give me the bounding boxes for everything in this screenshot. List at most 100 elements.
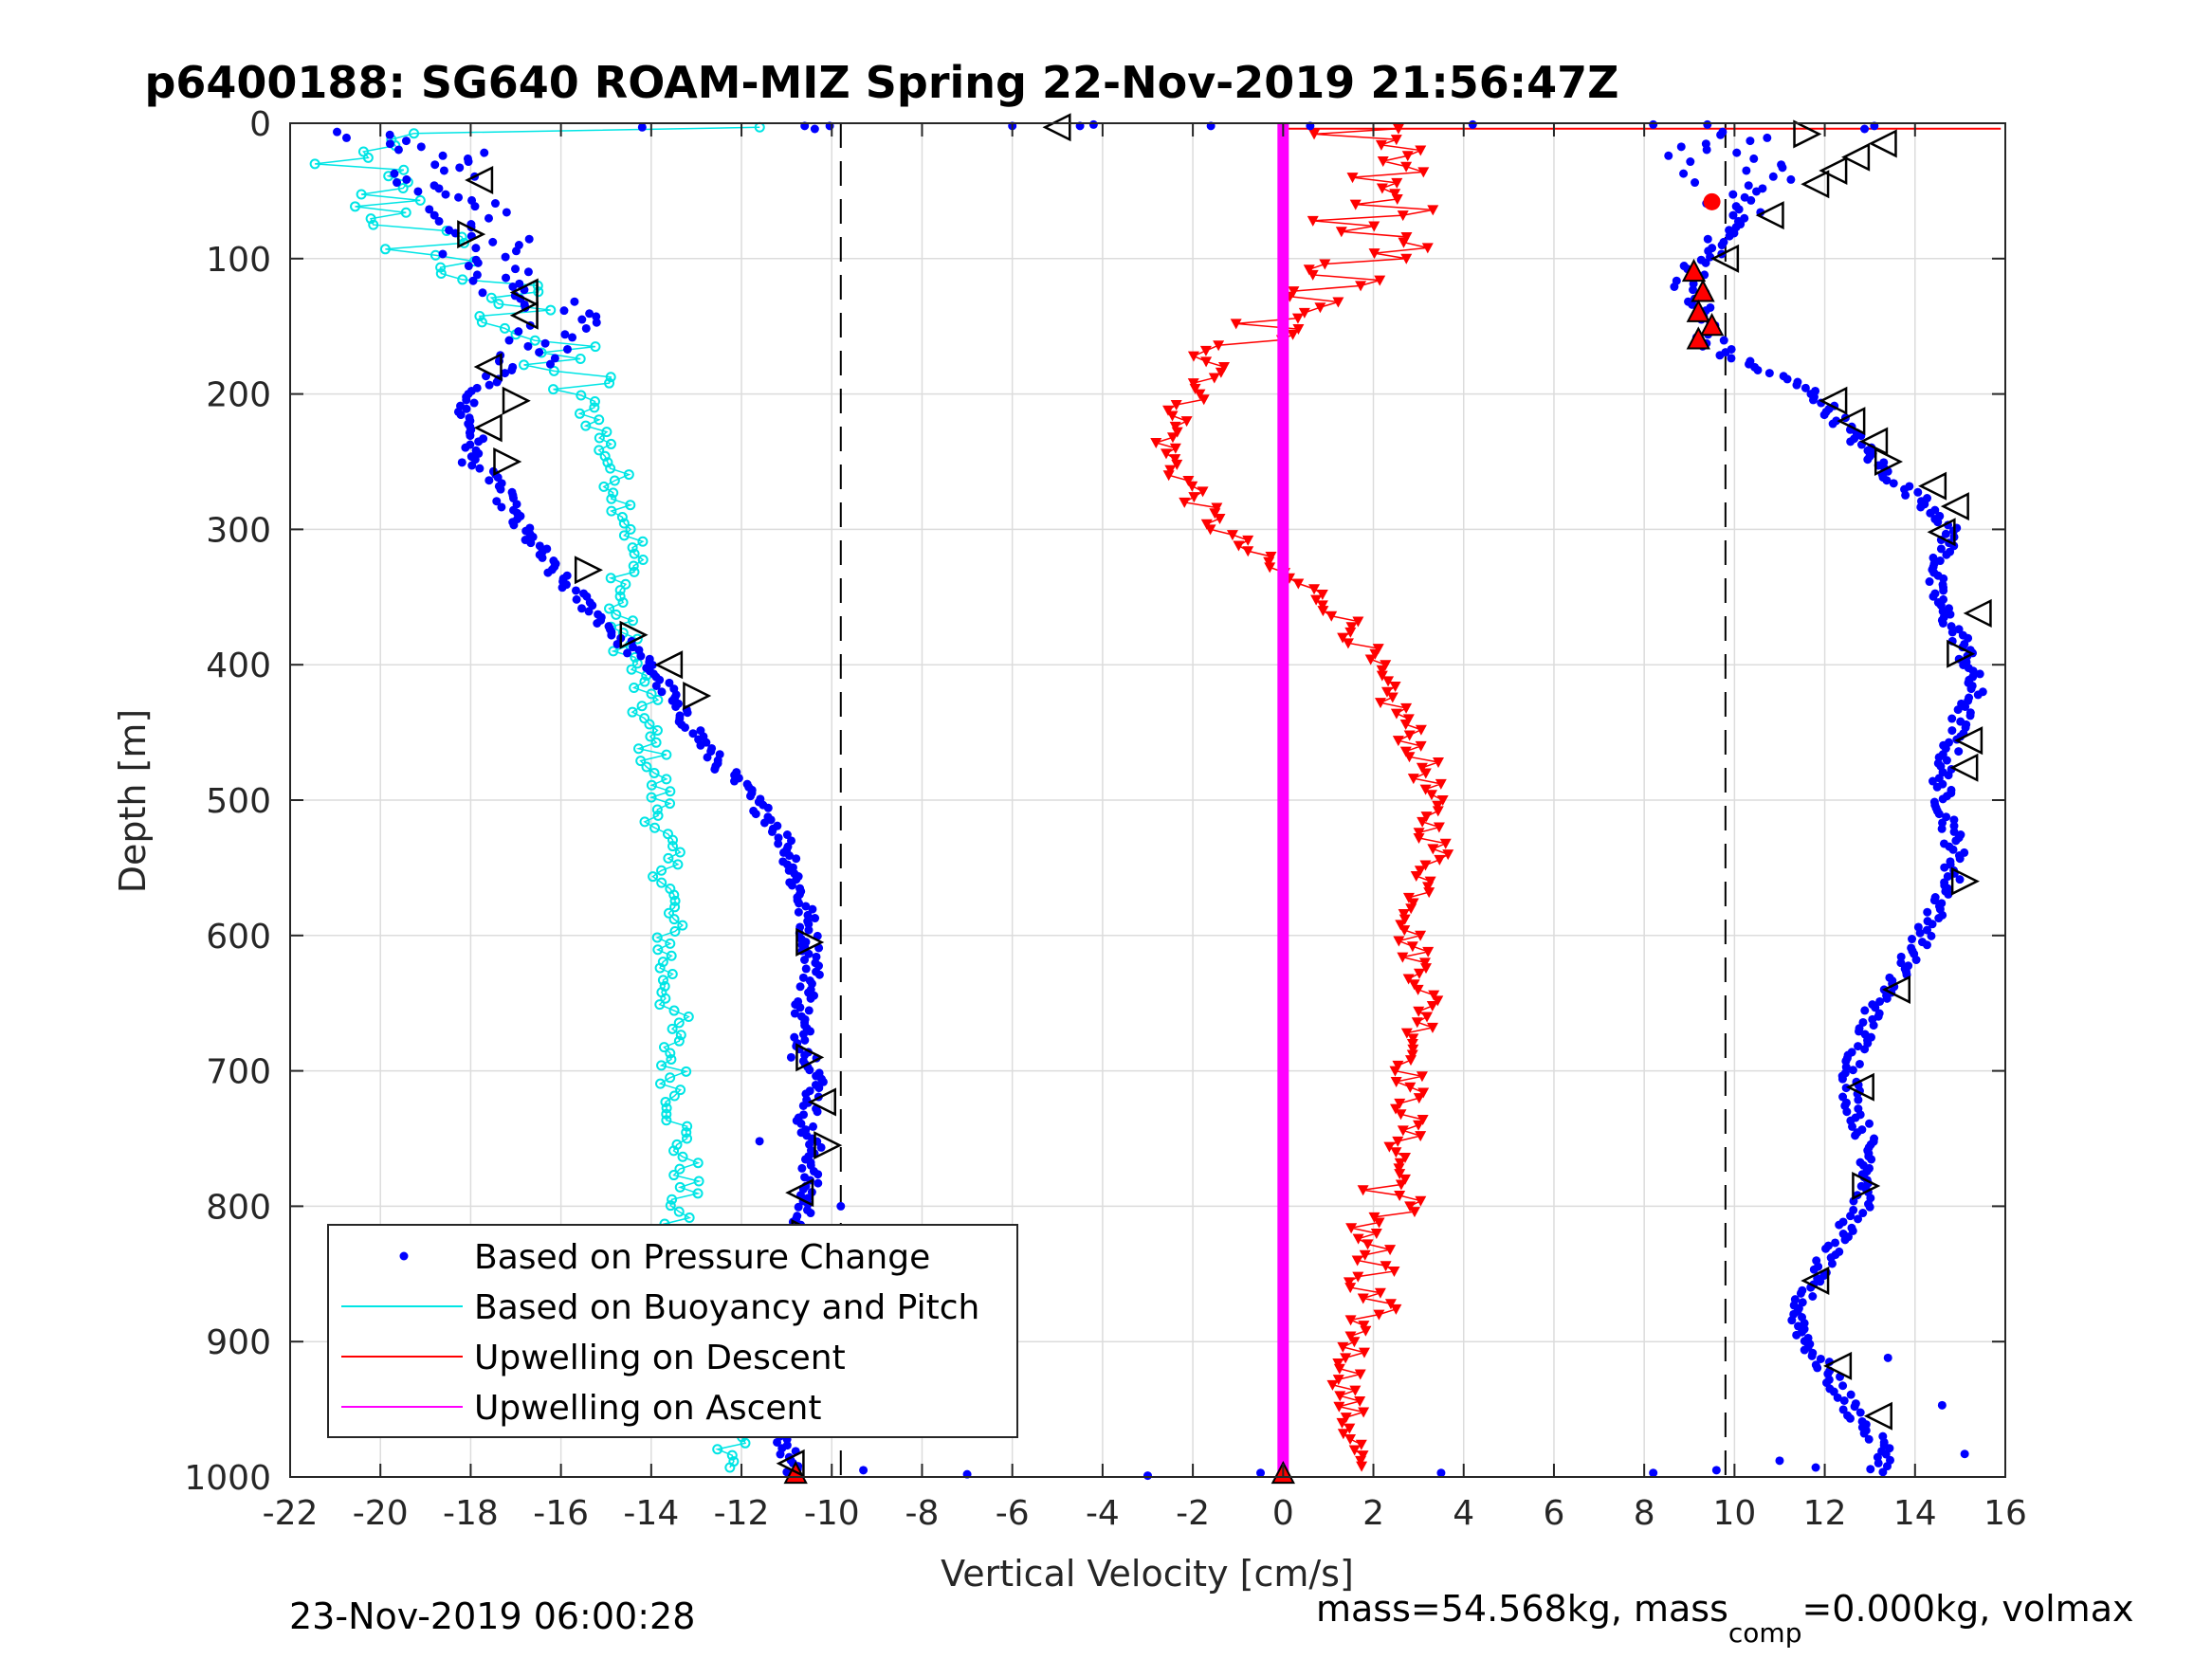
- pressure-point-climb: [1954, 625, 1964, 634]
- descent-point: [1357, 1450, 1369, 1462]
- pressure-point-dive: [577, 604, 587, 613]
- descent-point: [1354, 1396, 1366, 1408]
- pressure-point-dive: [798, 1101, 808, 1110]
- y-tick-label: 400: [206, 647, 271, 685]
- buoyancy-point: [608, 487, 619, 499]
- descent-point: [1292, 324, 1305, 336]
- descent-point: [1199, 345, 1212, 356]
- buoyancy-point: [724, 1462, 736, 1473]
- pressure-point-climb: [1808, 395, 1818, 405]
- descent-point: [1368, 248, 1380, 260]
- descent-point: [1384, 1245, 1397, 1256]
- pressure-point-climb: [1703, 234, 1712, 244]
- descent-point: [1394, 1158, 1406, 1169]
- pressure-outlier-point: [1468, 119, 1477, 129]
- descent-point: [1418, 957, 1431, 969]
- buoyancy-point: [589, 402, 600, 413]
- pressure-point-dive: [474, 437, 484, 447]
- descent-point: [1242, 546, 1254, 557]
- pressure-point-dive: [470, 202, 480, 211]
- descent-point: [1410, 870, 1422, 882]
- pressure-point-climb: [1719, 336, 1728, 345]
- pressure-point-dive: [526, 538, 536, 548]
- legend: Based on Pressure Change Based on Buoyan…: [327, 1224, 1018, 1438]
- pressure-point-dive: [814, 970, 824, 979]
- buoyancy-point: [365, 213, 376, 225]
- pressure-point-dive: [581, 323, 591, 333]
- pressure-point-dive: [455, 163, 465, 173]
- descent-point: [1389, 189, 1401, 200]
- descent-point: [1264, 562, 1276, 574]
- buoyancy-point: [677, 1151, 688, 1162]
- footer-mass-subscript: comp: [1728, 1617, 1802, 1649]
- pressure-point-dive: [401, 137, 411, 146]
- pressure-point-dive: [703, 753, 712, 762]
- pressure-point-climb: [1837, 1074, 1847, 1084]
- pressure-outlier-point: [1775, 1456, 1784, 1466]
- y-axis-ticks: 0 100 200 300 400 500 600 700 800 900 1000: [184, 105, 2005, 1498]
- buoyancy-point: [674, 1181, 686, 1193]
- buoyancy-point: [661, 1115, 672, 1126]
- open-triangle-marker: [509, 301, 539, 330]
- pressure-point-climb: [1871, 1003, 1880, 1012]
- descent-point: [1162, 405, 1175, 416]
- descent-point: [1421, 1012, 1434, 1023]
- descent-point: [1402, 892, 1415, 903]
- descent-point: [1355, 281, 1367, 292]
- pressure-point-climb: [1856, 1408, 1865, 1417]
- open-triangle-marker: [1841, 142, 1871, 172]
- pressure-point-dive: [466, 431, 475, 441]
- buoyancy-point: [656, 877, 667, 888]
- pressure-point-dive: [504, 336, 514, 345]
- pressure-point-dive: [572, 594, 581, 604]
- pressure-point-climb: [1792, 1330, 1801, 1340]
- open-triangle-marker: [1793, 119, 1822, 149]
- descent-point: [1160, 448, 1172, 460]
- descent-point: [1390, 1103, 1402, 1115]
- buoyancy-point: [625, 523, 636, 535]
- pressure-point-climb: [1966, 684, 1976, 694]
- pressure-point-dive: [636, 651, 646, 661]
- pressure-point-climb: [1839, 1395, 1849, 1405]
- descent-point: [1358, 1407, 1370, 1418]
- open-triangle-marker: [502, 386, 531, 415]
- open-triangle-marker: [1947, 639, 1976, 668]
- x-tick-label: -20: [353, 1494, 409, 1533]
- descent-point: [1398, 914, 1411, 925]
- descent-point: [1169, 421, 1181, 432]
- buoyancy-point: [519, 359, 530, 371]
- pressure-point-climb: [1942, 756, 1951, 765]
- buoyancy-point: [606, 493, 617, 504]
- descent-point: [1390, 1304, 1402, 1315]
- pressure-point-dive: [798, 973, 808, 982]
- pressure-point-dive: [792, 854, 801, 864]
- y-tick-label: 0: [249, 105, 271, 144]
- pressure-point-climb: [1676, 142, 1686, 152]
- pressure-point-climb: [1955, 875, 1965, 884]
- pressure-point-climb: [1929, 592, 1938, 601]
- buoyancy-point: [400, 207, 411, 218]
- open-triangle-marker: [493, 447, 522, 477]
- descent-point: [1209, 508, 1221, 520]
- pressure-point-climb: [1688, 300, 1697, 309]
- open-triangle-marker: [1949, 753, 1979, 782]
- buoyancy-point: [646, 792, 657, 803]
- descent-point: [1403, 730, 1416, 741]
- pressure-point-dive: [623, 648, 632, 658]
- pressure-point-climb: [1869, 1021, 1878, 1030]
- descent-point: [1394, 1169, 1406, 1180]
- descent-point: [1390, 135, 1402, 146]
- buoyancy-point: [740, 1437, 751, 1449]
- x-tick-label: -18: [443, 1494, 499, 1533]
- pressure-point-climb: [1865, 1202, 1874, 1212]
- pressure-point-dive: [468, 276, 478, 285]
- descent-point: [1417, 816, 1429, 828]
- buoyancy-point: [683, 1011, 694, 1022]
- descent-point: [1182, 475, 1195, 486]
- descent-point: [1346, 173, 1359, 184]
- buoyancy-point: [356, 189, 367, 200]
- buoyancy-point: [669, 926, 681, 938]
- buoyancy-point: [594, 414, 605, 426]
- descent-point: [1180, 416, 1193, 428]
